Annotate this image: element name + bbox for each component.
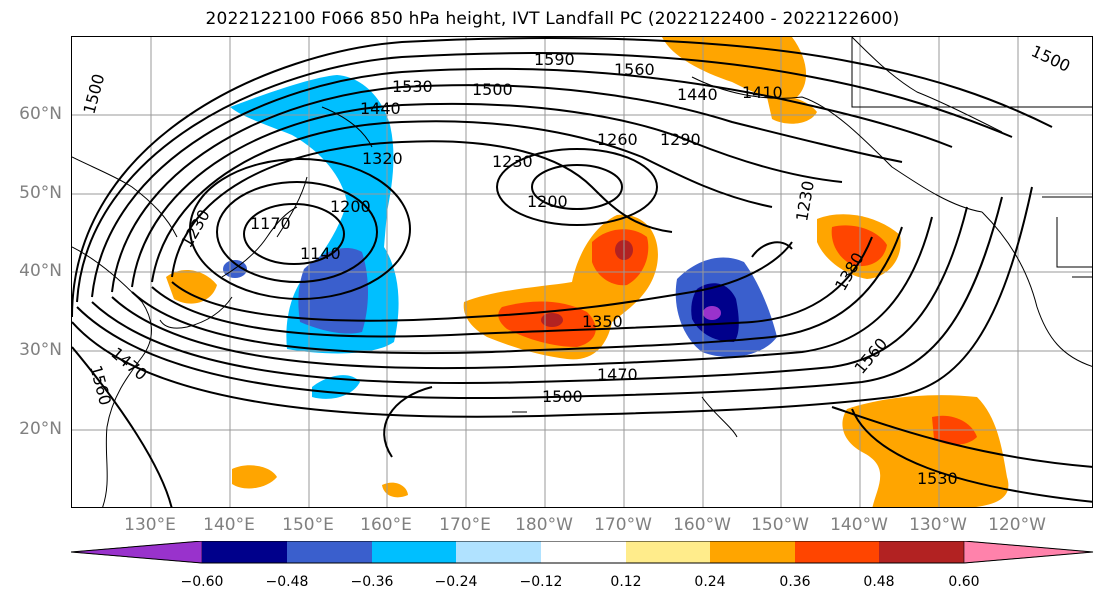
lon-label: 120°W [988, 515, 1046, 535]
lat-label: 40°N [19, 261, 62, 281]
contour-label: 1560 [86, 363, 115, 407]
contour-label: 1500 [472, 80, 513, 99]
colorbar-tick: 0.24 [694, 574, 726, 590]
contour-label: 1530 [392, 77, 433, 96]
lon-label: 160°W [673, 515, 731, 535]
contour-label: 1230 [492, 152, 533, 171]
contour-label: 1230 [792, 179, 818, 222]
colorbar-tick: −0.36 [350, 574, 394, 590]
positive-anomaly-region [662, 37, 807, 99]
positive-anomaly-region [541, 313, 563, 327]
colorbar-segment [626, 541, 710, 563]
positive-anomaly-region [842, 395, 1009, 507]
colorbar-tick: 0.60 [948, 574, 980, 590]
colorbar-tick: −0.48 [265, 574, 309, 590]
contour-label: 1170 [250, 214, 291, 233]
contour-label: 1320 [362, 149, 403, 168]
lon-label: 150°W [751, 515, 809, 535]
positive-anomaly-region [232, 465, 277, 489]
contour-label: 1530 [917, 469, 958, 488]
lon-label: 180°W [515, 515, 573, 535]
map-panel: 1500 1530 1590 1560 1500 1440 1410 1440 … [71, 36, 1093, 508]
contour-label: 1200 [330, 197, 371, 216]
contour-label: 1350 [582, 312, 623, 331]
lon-label: 170°W [594, 515, 652, 535]
map-title: 2022122100 F066 850 hPa height, IVT Land… [205, 9, 900, 29]
colorbar-tick: 0.48 [863, 574, 895, 590]
colorbar-tick: 0.36 [779, 574, 811, 590]
lat-label: 30°N [19, 340, 62, 360]
positive-anomaly-region [382, 482, 408, 498]
colorbar-tick: 0.12 [610, 574, 642, 590]
lon-label: 130°E [124, 515, 176, 535]
contour-label: 1290 [660, 130, 701, 149]
contour-label: 1440 [360, 99, 401, 118]
contour-label: 1500 [80, 72, 109, 116]
colorbar-segment [710, 541, 795, 563]
colorbar-segment [71, 541, 203, 564]
contour-label: 1470 [107, 344, 150, 385]
colorbar-segment [456, 541, 541, 563]
contour-label: 1140 [300, 244, 341, 263]
contour-label: 1500 [542, 387, 583, 406]
colorbar-segment [963, 541, 1094, 564]
positive-anomaly-region [166, 270, 217, 304]
colorbar [71, 541, 1094, 564]
lon-label: 140°E [203, 515, 255, 535]
positive-anomaly-region [767, 95, 817, 124]
negative-anomaly-region [703, 306, 721, 320]
lon-label: 130°W [909, 515, 967, 535]
contour-label: 1560 [851, 334, 892, 377]
colorbar-segment [372, 541, 456, 563]
contour-label: 1440 [677, 85, 718, 104]
height-contours [72, 37, 1092, 507]
colorbar-segment [541, 541, 626, 563]
colorbar-segment [287, 541, 372, 563]
colorbar-tick: −0.24 [434, 574, 478, 590]
colorbar-segment [795, 541, 879, 563]
lon-label: 150°E [282, 515, 334, 535]
coastlines [72, 37, 1092, 507]
lat-label: 20°N [19, 419, 62, 439]
contour-label: 1470 [597, 365, 638, 384]
lat-label: 60°N [19, 104, 62, 124]
colorbar-tick: −0.12 [519, 574, 563, 590]
contour-label: 1500 [1028, 41, 1073, 75]
positive-anomaly-region [831, 225, 887, 267]
contour-label: 1260 [597, 130, 638, 149]
contour-label: 1590 [534, 50, 575, 69]
colorbar-segment [879, 541, 964, 563]
contour-label: 1410 [742, 83, 783, 102]
lon-label: 160°E [360, 515, 412, 535]
map-canvas: 1500 1530 1590 1560 1500 1440 1410 1440 … [72, 37, 1092, 507]
lon-label: 170°E [439, 515, 491, 535]
lat-label: 50°N [19, 183, 62, 203]
contour-label: 1200 [527, 192, 568, 211]
lon-label: 140°W [830, 515, 888, 535]
colorbar-tick: −0.60 [180, 574, 224, 590]
colorbar-segment [202, 541, 287, 563]
contour-label: 1560 [614, 60, 655, 79]
